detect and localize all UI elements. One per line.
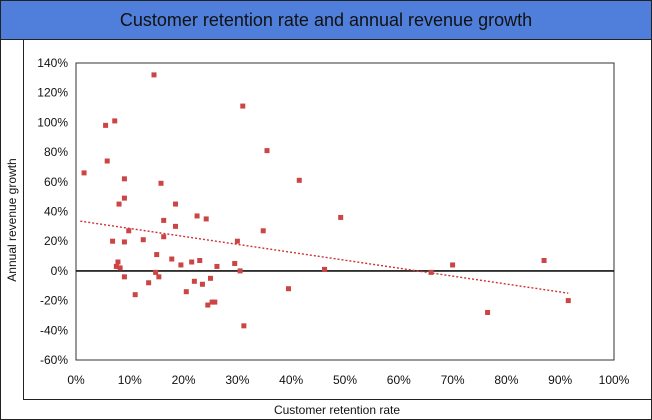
data-point — [151, 72, 157, 78]
data-point — [296, 177, 302, 183]
data-point — [264, 148, 270, 154]
data-point — [126, 228, 132, 234]
y-tick-label: -40% — [40, 323, 68, 337]
data-point — [212, 299, 218, 305]
y-tick-label: 120% — [37, 86, 68, 100]
y-tick-label: -20% — [40, 294, 68, 308]
data-point — [232, 260, 238, 266]
data-point — [199, 281, 205, 287]
data-point — [450, 262, 456, 268]
data-point — [103, 122, 109, 128]
data-point — [208, 275, 213, 281]
data-point — [240, 103, 246, 109]
data-point — [115, 259, 121, 265]
y-tick-label: -60% — [40, 353, 68, 367]
x-tick-label: 0% — [67, 373, 85, 387]
y-axis-label-panel: Annual revenue growth — [1, 40, 24, 399]
y-tick-label: 60% — [44, 175, 68, 189]
chart-title: Customer retention rate and annual reven… — [1, 1, 651, 40]
data-point — [173, 223, 179, 229]
data-point — [121, 239, 127, 245]
data-point — [161, 217, 167, 223]
x-tick-label: 30% — [225, 373, 249, 387]
data-point — [338, 214, 344, 220]
data-point — [158, 180, 164, 186]
y-tick-label: 100% — [37, 115, 68, 129]
x-tick-label: 40% — [279, 373, 303, 387]
data-point — [541, 258, 547, 264]
data-point — [121, 176, 127, 182]
y-tick-label: 40% — [44, 205, 68, 219]
data-point — [153, 269, 159, 275]
data-point — [132, 292, 138, 298]
trendline — [80, 220, 569, 294]
data-point — [209, 299, 215, 305]
data-point — [189, 259, 195, 265]
y-tick-label: 140% — [37, 56, 68, 70]
y-tick-label: 20% — [44, 234, 68, 248]
x-tick-label: 80% — [494, 373, 518, 387]
data-point — [121, 274, 127, 280]
y-tick-label: 80% — [44, 145, 68, 159]
data-point — [197, 258, 203, 264]
data-point — [140, 237, 146, 243]
data-point — [194, 213, 200, 219]
data-point — [485, 309, 491, 315]
x-tick-label: 100% — [599, 373, 630, 387]
data-point — [203, 216, 209, 222]
data-point — [104, 158, 110, 164]
x-axis-label: Customer retention rate — [23, 399, 651, 420]
data-point — [183, 289, 189, 295]
x-tick-label: 10% — [118, 373, 142, 387]
data-point — [205, 302, 211, 308]
data-point — [173, 201, 179, 207]
data-point — [234, 238, 240, 244]
x-tick-label: 50% — [333, 373, 357, 387]
data-point — [113, 263, 119, 269]
data-point — [81, 170, 87, 176]
data-point — [322, 266, 328, 272]
data-point — [110, 238, 116, 244]
data-point — [117, 265, 123, 271]
data-point — [241, 323, 247, 329]
x-tick-label: 20% — [172, 373, 196, 387]
data-point — [237, 268, 243, 274]
data-point — [112, 118, 118, 124]
data-point — [178, 262, 184, 268]
data-point — [146, 280, 152, 286]
data-point — [214, 263, 220, 269]
x-tick-label: 70% — [441, 373, 465, 387]
data-point — [154, 252, 160, 258]
data-point — [116, 201, 122, 207]
plot-area-border — [75, 62, 615, 361]
data-point — [428, 269, 434, 275]
data-point — [286, 286, 292, 292]
data-point — [161, 234, 167, 240]
y-tick-label: 0% — [51, 264, 69, 278]
data-point — [169, 256, 175, 262]
data-point — [191, 278, 197, 284]
x-tick-label: 90% — [548, 373, 572, 387]
data-point — [156, 274, 162, 280]
data-point — [260, 228, 266, 234]
data-point — [121, 195, 127, 201]
data-point — [565, 298, 571, 304]
x-tick-label: 60% — [387, 373, 411, 387]
